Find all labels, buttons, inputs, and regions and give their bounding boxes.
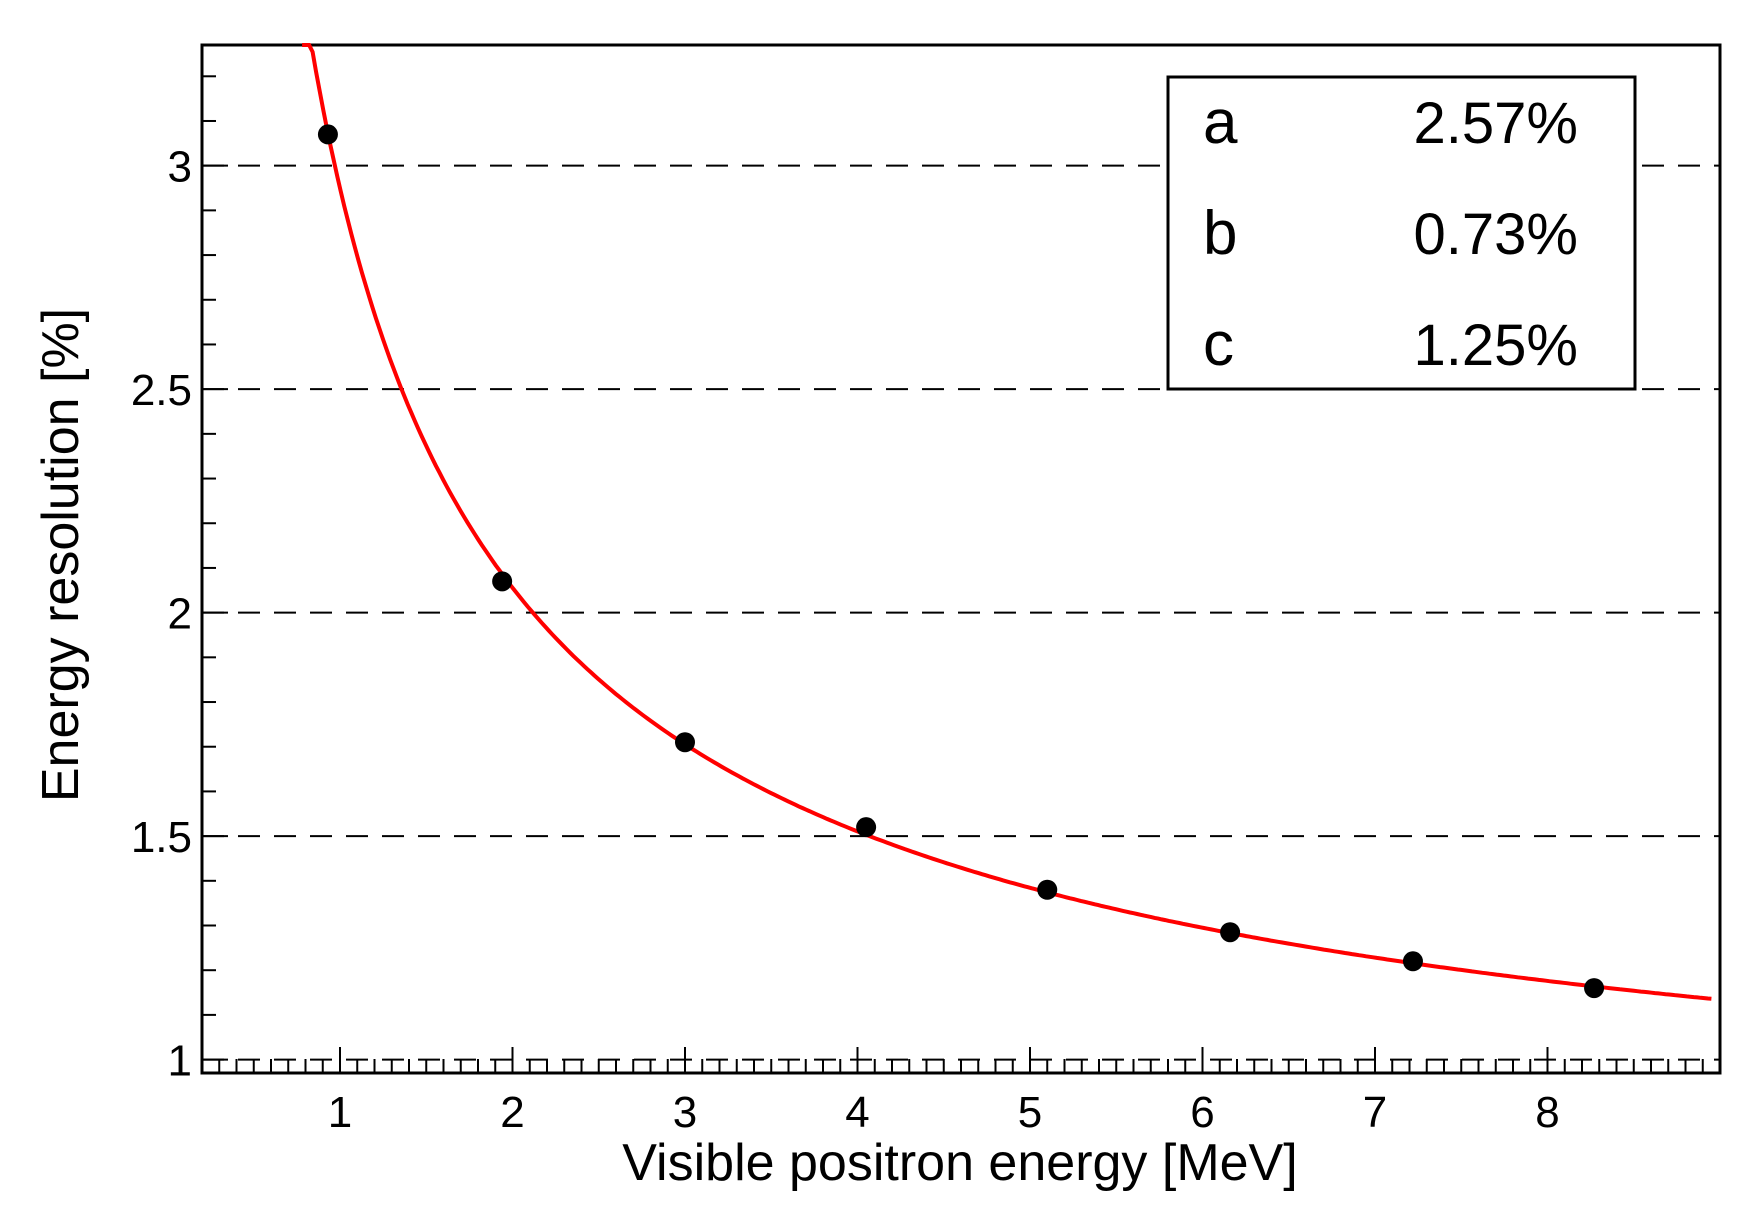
x-tick-label-7: 7 — [1363, 1088, 1387, 1137]
legend-key-c: c — [1203, 310, 1234, 379]
data-point — [856, 817, 877, 838]
legend-value-c: 1.25% — [1414, 313, 1578, 378]
axis-ticks — [202, 75, 1704, 1073]
x-tick-label-8: 8 — [1535, 1088, 1559, 1137]
y-tick-label-3: 3 — [168, 143, 192, 192]
fit-curve — [302, 43, 1712, 1001]
x-tick-label-5: 5 — [1018, 1088, 1042, 1137]
y-tick-label-2.5: 2.5 — [131, 366, 192, 415]
series — [302, 43, 1712, 1001]
y-tick-label-2: 2 — [168, 590, 192, 639]
data-point — [675, 732, 695, 753]
y-axis-title: Energy resolution [%] — [32, 308, 90, 802]
legend: a 2.57% b 0.73% c 1.25% — [1166, 75, 1637, 391]
data-point — [1584, 978, 1605, 999]
x-tick-label-2: 2 — [500, 1088, 524, 1137]
legend-value-b: 0.73% — [1414, 202, 1578, 267]
data-point — [492, 571, 513, 592]
y-tick-label-1: 1 — [168, 1037, 192, 1086]
data-point — [317, 124, 338, 145]
x-tick-label-3: 3 — [673, 1088, 697, 1137]
data-point — [1037, 879, 1058, 900]
legend-key-b: b — [1203, 199, 1237, 268]
x-tick-label-1: 1 — [328, 1088, 352, 1137]
legend-key-a: a — [1203, 88, 1238, 157]
x-tick-label-4: 4 — [845, 1088, 869, 1137]
legend-box — [1166, 75, 1637, 391]
data-point — [1402, 951, 1423, 972]
x-axis-title: Visible positron energy [MeV] — [622, 1134, 1297, 1192]
x-tick-label-6: 6 — [1190, 1088, 1214, 1137]
data-point — [1220, 922, 1241, 943]
y-tick-label-1.5: 1.5 — [131, 813, 192, 862]
tick-labels: 1 1.5 2 2.5 3 1 2 3 4 5 6 7 8 — [131, 143, 1560, 1137]
legend-value-a: 2.57% — [1414, 91, 1578, 156]
plot-frame — [200, 43, 1722, 1075]
